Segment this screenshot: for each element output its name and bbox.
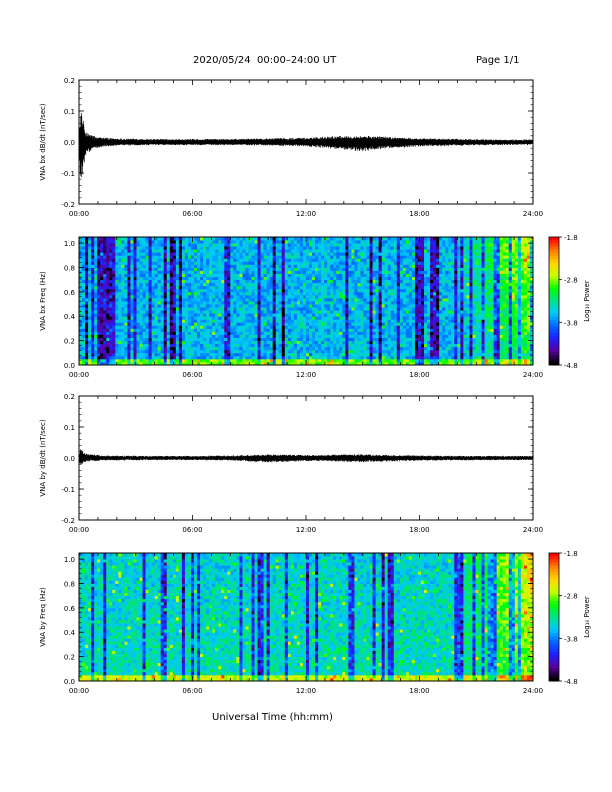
colorbar-tick-label: -3.8: [564, 635, 578, 643]
y-tick-label: 0.2: [64, 338, 75, 346]
y-axis-label: VNA by Freq (Hz): [39, 587, 47, 647]
y-tick-label: 0.8: [64, 580, 75, 588]
y-tick-label: 0.2: [64, 77, 75, 85]
x-tick-label: 00:00: [69, 210, 89, 218]
x-tick-label: 18:00: [409, 526, 429, 534]
colorbar-frame: [548, 552, 560, 682]
colorbar-frame: [548, 236, 560, 366]
colorbar-tick-label: -4.8: [564, 678, 578, 686]
x-tick-label: 12:00: [296, 526, 316, 534]
x-tick-label: 06:00: [182, 371, 202, 379]
colorbar-tick-label: -1.8: [564, 550, 578, 558]
colorbar-tick-label: -4.8: [564, 362, 578, 370]
colorbar-tick-label: -1.8: [564, 234, 578, 242]
x-tick-label: 24:00: [523, 371, 543, 379]
page-number: Page 1/1: [476, 55, 520, 66]
waveform-trace: [78, 449, 534, 465]
y-tick-label: -0.1: [61, 170, 75, 178]
x-tick-label: 12:00: [296, 687, 316, 695]
y-tick-label: 1.0: [64, 240, 75, 248]
x-tick-label: 06:00: [182, 687, 202, 695]
y-tick-label: 0.2: [64, 393, 75, 401]
y-tick-label: 0.1: [64, 108, 75, 116]
panel-2: -1.8 -2.8 -3.8 -4.8 Log₁₀ Power 00:00 06:00 12:…: [39, 234, 591, 379]
y-tick-label: 0.4: [64, 313, 76, 321]
panel-1: 00:00 06:00 12:00 18:00 24:00 0.2 0.1 0.0 -0.1 -0…: [39, 77, 543, 218]
y-axis-label: VNA bx dB/dt (nT/sec): [39, 103, 47, 180]
page-title: 2020/05/24 00:00–24:00 UT: [193, 55, 337, 66]
y-tick-label: 0.0: [64, 455, 75, 463]
x-tick-label: 24:00: [523, 526, 543, 534]
y-tick-label: 0.2: [64, 654, 75, 662]
colorbar-label: Log₁₀ Power: [583, 596, 591, 638]
y-tick-label: 0.8: [64, 264, 75, 272]
y-tick-label: 0.6: [64, 289, 76, 297]
x-tick-label: 18:00: [409, 210, 429, 218]
x-tick-label: 24:00: [523, 687, 543, 695]
waveform-trace: [78, 112, 534, 177]
y-axis-label: VNA bx Freq (Hz): [39, 271, 47, 331]
x-axis-title: Universal Time (hh:mm): [212, 712, 333, 723]
x-tick-label: 00:00: [69, 687, 89, 695]
colorbar-tick-label: -3.8: [564, 319, 578, 327]
x-tick-label: 24:00: [523, 210, 543, 218]
x-tick-label: 12:00: [296, 371, 316, 379]
x-tick-label: 00:00: [69, 371, 89, 379]
y-tick-label: 0.4: [64, 629, 76, 637]
y-tick-label: 0.0: [64, 678, 75, 686]
panel-3: 00:00 06:00 12:00 18:00 24:00 0.2 0.1 0.0 -0.1 -0…: [39, 393, 543, 534]
colorbar-label: Log₁₀ Power: [583, 280, 591, 322]
y-axis-label: VNA by dB/dt (nT/sec): [39, 419, 47, 496]
x-tick-label: 06:00: [182, 210, 202, 218]
y-tick-label: 1.0: [64, 556, 75, 564]
x-tick-label: 06:00: [182, 526, 202, 534]
colorbar-tick-label: -2.8: [564, 593, 578, 601]
y-tick-label: 0.0: [64, 362, 75, 370]
x-tick-label: 18:00: [409, 687, 429, 695]
y-tick-label: 0.0: [64, 139, 75, 147]
x-tick-label: 00:00: [69, 526, 89, 534]
y-tick-label: 0.6: [64, 605, 76, 613]
x-tick-label: 18:00: [409, 371, 429, 379]
y-tick-label: 0.1: [64, 424, 75, 432]
y-tick-label: -0.2: [61, 517, 75, 525]
y-tick-label: -0.2: [61, 201, 75, 209]
panel-4: -1.8 -2.8 -3.8 -4.8 Log₁₀ Power 00:00 06:00 12:…: [39, 550, 591, 695]
x-tick-label: 12:00: [296, 210, 316, 218]
colorbar-tick-label: -2.8: [564, 277, 578, 285]
y-tick-label: -0.1: [61, 486, 75, 494]
